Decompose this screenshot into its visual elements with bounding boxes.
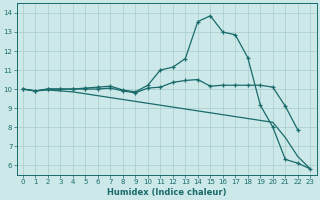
X-axis label: Humidex (Indice chaleur): Humidex (Indice chaleur) bbox=[107, 188, 226, 197]
